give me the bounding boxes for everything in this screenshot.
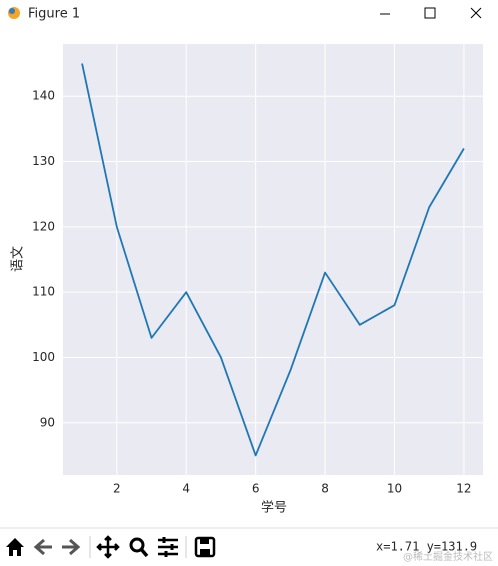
- close-button[interactable]: [470, 7, 482, 19]
- window-title: Figure 1: [28, 7, 80, 22]
- y-tick-label: 90: [40, 415, 55, 429]
- y-tick-label: 120: [32, 219, 55, 233]
- home-button[interactable]: [6, 538, 24, 556]
- app-icon: [8, 7, 20, 19]
- watermark: @稀土掘金技术社区: [403, 550, 493, 563]
- cursor-status: x=1.71 y=131.9: [376, 540, 477, 554]
- forward-button[interactable]: [62, 538, 81, 556]
- x-tick-label: 10: [387, 482, 402, 496]
- x-tick-label: 12: [456, 482, 471, 496]
- maximize-button[interactable]: [424, 7, 436, 19]
- x-tick-label: 8: [321, 482, 329, 496]
- zoom-button[interactable]: [129, 537, 149, 558]
- y-tick-label: 100: [32, 350, 55, 364]
- x-tick-label: 4: [182, 482, 190, 496]
- save-button[interactable]: [194, 536, 216, 558]
- y-tick-label: 110: [32, 285, 55, 299]
- x-tick-label: 2: [113, 482, 121, 496]
- plot-area: [63, 44, 483, 475]
- x-axis-label: 学号: [261, 500, 287, 516]
- back-button[interactable]: [33, 538, 52, 556]
- x-tick-label: 6: [252, 482, 260, 496]
- pan-button[interactable]: [96, 535, 120, 559]
- configure-button[interactable]: [158, 537, 178, 557]
- y-tick-label: 130: [32, 154, 55, 168]
- y-axis-label: 语文: [11, 246, 26, 272]
- chart-layer: 90 100 110 120 130 140 2 4 6 8 10 12: [32, 44, 483, 496]
- y-tick-label: 140: [32, 89, 55, 103]
- data-line: [81, 63, 465, 457]
